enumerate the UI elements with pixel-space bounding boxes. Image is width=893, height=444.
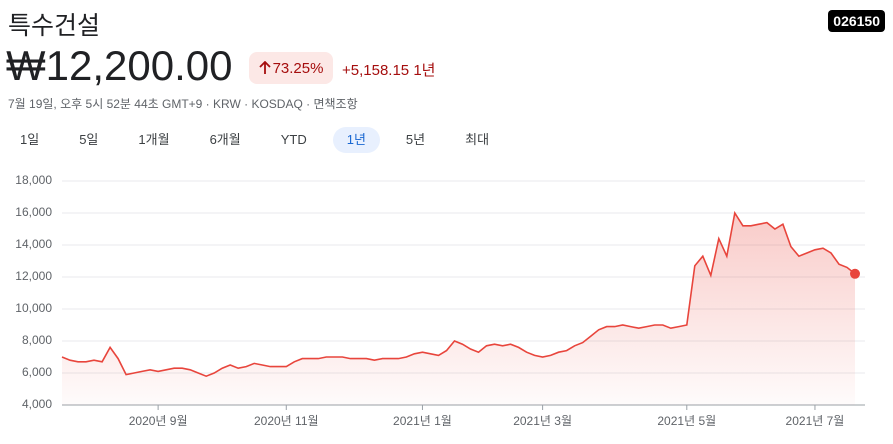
y-tick-label: 6,000 [22, 365, 52, 379]
range-button[interactable]: YTD [280, 132, 307, 147]
up-arrow [258, 61, 271, 74]
range-button[interactable]: 5일 [79, 132, 99, 147]
last-point [850, 268, 860, 279]
range-button[interactable]: 6개월 [209, 132, 241, 147]
y-tick-label: 14,000 [15, 237, 52, 251]
area [62, 213, 855, 405]
ticker-badge: 026150 [828, 10, 885, 32]
change-chip: 73.25% [249, 52, 333, 84]
stock-name: 특수건설 [8, 12, 101, 40]
y-tick-label: 10,000 [15, 301, 52, 315]
x-tick-label: 2021년 1월 [393, 414, 452, 428]
range-button[interactable]: 1일 [20, 132, 40, 147]
change-value: +5,158.15 [342, 62, 410, 79]
range-button[interactable]: 5년 [405, 132, 426, 147]
y-tick-label: 12,000 [15, 269, 52, 283]
x-tick-label: 2021년 3월 [513, 414, 572, 428]
x-tick-label: 2021년 7월 [786, 414, 845, 428]
range-button[interactable]: 1개월 [138, 132, 170, 147]
range-button[interactable]: 1년 [332, 127, 380, 153]
x-tick-label: 2021년 5월 [657, 414, 716, 428]
price-line [61, 210, 856, 378]
y-tick-label: 16,000 [15, 205, 52, 219]
y-tick-label: 8,000 [22, 333, 52, 347]
change-percent: 73.25% [272, 59, 324, 77]
x-tick-label: 2020년 11월 [254, 414, 319, 428]
y-tick-label: 4,000 [22, 397, 52, 411]
y-tick-label: 18,000 [15, 173, 52, 187]
price: ₩12,200.00 [6, 42, 233, 89]
change-period: 1년 [413, 62, 436, 79]
change: +5,158.15 1년 [342, 59, 435, 80]
range-selector: 1일 5일 1개월 6개월 YTD 1년 5년 최대 [6, 127, 515, 153]
range-button[interactable]: 최대 [465, 132, 490, 147]
meta-info: 7월 19일, 오후 5시 52분 44초 GMT+9 · KRW · KOSD… [8, 97, 358, 111]
x-tick-label: 2020년 9월 [129, 414, 188, 428]
